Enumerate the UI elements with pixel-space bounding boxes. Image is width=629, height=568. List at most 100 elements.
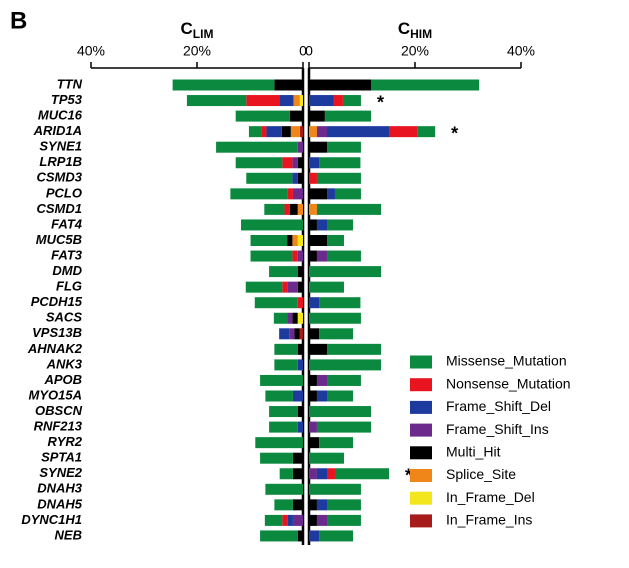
bar-segment [292, 188, 303, 200]
category-label: FAT3 [51, 247, 83, 262]
bar-segment [290, 126, 300, 138]
panel-label: B [10, 7, 27, 34]
bar-segment [389, 126, 418, 138]
category-label: SACS [46, 310, 82, 325]
bar-segment [327, 126, 390, 138]
category-label: DYNC1H1 [21, 512, 82, 527]
bar-segment [297, 203, 303, 215]
legend-label: In_Frame_Del [446, 489, 535, 505]
bar-segment [292, 499, 303, 511]
bar-segment [316, 172, 361, 184]
bar-segment [309, 297, 320, 309]
bar-segment [319, 530, 353, 542]
bar-segment [309, 406, 372, 418]
category-label: NEB [55, 527, 82, 542]
bar-segment [294, 328, 300, 340]
bar-segment [282, 281, 288, 293]
bar-segment [327, 343, 382, 355]
category-label: TTN [57, 76, 83, 91]
bar-segment [309, 95, 334, 107]
bar-segment [260, 452, 293, 464]
category-label: APOB [43, 372, 82, 387]
bar-segment [240, 219, 303, 231]
legend-label: Nonsense_Mutation [446, 375, 571, 391]
bar-segment [292, 390, 303, 402]
bar-segment [284, 203, 290, 215]
legend-swatch [410, 400, 432, 414]
category-label: FAT4 [51, 216, 83, 231]
bar-segment [216, 141, 298, 153]
bar-segment [309, 328, 320, 340]
category-label: MUC16 [38, 108, 83, 123]
bar-segment [319, 437, 353, 449]
bar-segment [327, 141, 361, 153]
bar-segment [316, 203, 382, 215]
bar-segment [261, 126, 267, 138]
bar-segment [297, 421, 303, 433]
legend-swatch [410, 469, 432, 482]
category-label: ANK3 [46, 356, 83, 371]
category-label: SYNE2 [39, 465, 82, 480]
bar-segment [309, 421, 317, 433]
bar-segment [274, 343, 298, 355]
bar-segment [327, 468, 335, 480]
bar-segment [289, 110, 303, 122]
bar-segment [255, 437, 303, 449]
bar-segment [371, 79, 480, 91]
bar-segment [235, 157, 283, 169]
bar-segment [316, 219, 328, 231]
category-label: SYNE1 [39, 139, 82, 154]
category-label: CSMD3 [36, 170, 82, 185]
bar-segment [292, 250, 298, 262]
panel-title-subscript: LIM [193, 27, 214, 41]
bar-segment [327, 374, 361, 386]
bar-segment [319, 157, 361, 169]
bar-segment [327, 499, 361, 511]
bar-segment [309, 188, 328, 200]
bar-segment [292, 172, 298, 184]
bar-segment [287, 312, 293, 324]
bar-segment [248, 126, 262, 138]
bar-segment [293, 95, 300, 107]
bar-segment [264, 514, 283, 526]
bar-segment [265, 483, 303, 495]
category-label: TP53 [51, 92, 83, 107]
bar-segment [230, 188, 288, 200]
bar-segment [265, 390, 293, 402]
bar-segment [327, 235, 344, 246]
bar-segment [250, 235, 288, 246]
category-label: OBSCN [35, 403, 83, 418]
bar-segment [309, 514, 317, 526]
bar-segment [172, 79, 275, 91]
bar-segment [292, 235, 298, 246]
bar-segment [297, 157, 303, 169]
legend-swatch [410, 378, 432, 392]
x-tick-label: 0 [299, 43, 307, 59]
bar-segment [297, 266, 303, 278]
bar-segment [316, 468, 328, 480]
category-label: FLG [56, 279, 82, 294]
bar-segment [287, 514, 293, 526]
bar-segment [327, 514, 361, 526]
bar-segment [342, 95, 361, 107]
bar-segment [316, 499, 328, 511]
bar-segment [316, 250, 328, 262]
bar-segment [327, 390, 353, 402]
bar-segment [287, 188, 293, 200]
bar-segment [279, 95, 294, 107]
bar-segment [297, 530, 303, 542]
bar-segment [282, 157, 293, 169]
annotation: * [377, 92, 384, 112]
bar-segment [309, 359, 382, 371]
x-tick-label: 20% [401, 43, 429, 59]
legend-label: Splice_Site [446, 466, 516, 482]
bar-segment [309, 79, 372, 91]
bar-segment [297, 343, 303, 355]
bar-segment [319, 297, 361, 309]
bar-segment [309, 250, 317, 262]
bar-segment [245, 281, 283, 293]
bar-segment [269, 266, 298, 278]
x-tick-label: 40% [77, 43, 105, 59]
bar-segment [327, 250, 361, 262]
